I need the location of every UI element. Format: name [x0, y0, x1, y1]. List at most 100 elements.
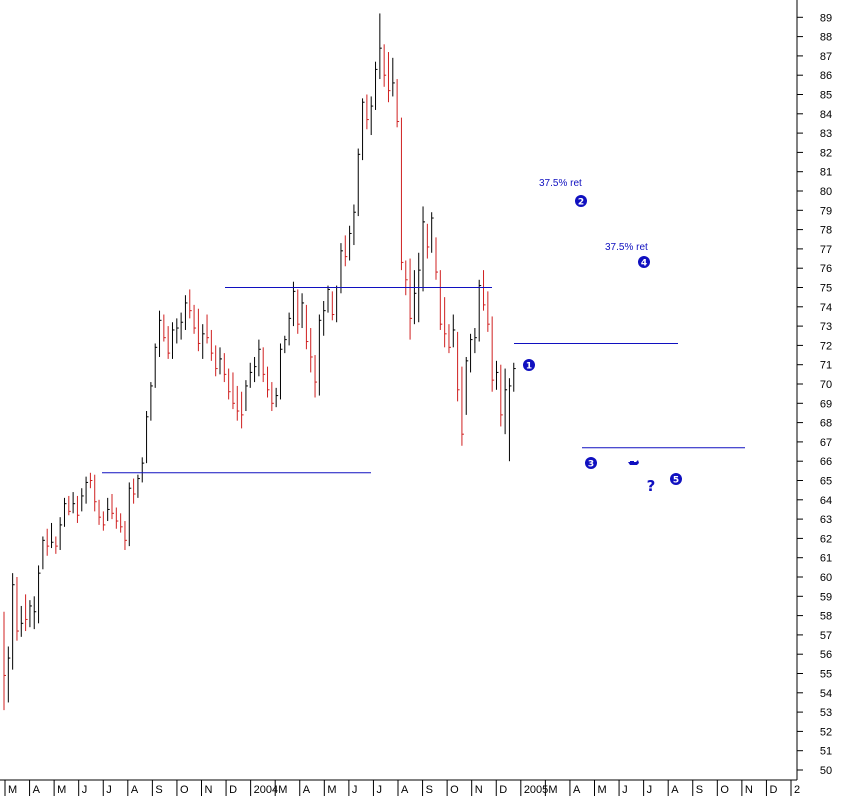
y-tick-label: 68	[820, 418, 832, 430]
price-bar	[206, 314, 210, 344]
price-bar	[33, 596, 37, 630]
price-bar	[254, 356, 257, 383]
x-tick-label: M	[278, 784, 287, 796]
price-bar	[180, 312, 184, 340]
price-bar	[504, 368, 508, 435]
price-bar	[392, 57, 395, 97]
price-bar	[301, 293, 305, 329]
x-tick-label: M	[598, 784, 607, 796]
y-tick-label: 71	[820, 360, 832, 372]
y-tick-label: 70	[820, 379, 832, 391]
x-tick-label: A	[401, 784, 409, 796]
y-tick-label: 67	[820, 437, 832, 449]
retracement-label-1: 37.5% ret	[539, 178, 582, 189]
x-tick-label: O	[720, 784, 729, 796]
price-bar	[85, 476, 89, 504]
annotations: 37.5% ret 37.5% ret 1 2 3 4 5 ?	[523, 178, 682, 495]
price-bar	[495, 360, 499, 390]
x-tick-label: A	[131, 784, 139, 796]
x-tick-label: S	[155, 784, 162, 796]
x-tick-label: D	[499, 784, 507, 796]
price-bar	[258, 339, 261, 377]
price-bar	[167, 326, 171, 359]
price-bar	[159, 310, 162, 357]
x-tick-label: N	[475, 784, 483, 796]
x-tick-label: S	[426, 784, 433, 796]
price-bar	[262, 347, 266, 383]
y-tick-label: 73	[820, 321, 832, 333]
price-bar	[491, 316, 495, 392]
x-tick-label: M	[548, 784, 557, 796]
price-bar	[115, 507, 119, 529]
price-bar	[249, 362, 253, 388]
y-tick-label: 58	[820, 611, 832, 623]
price-bar	[189, 289, 192, 319]
y-tick-label: 81	[820, 167, 832, 179]
x-tick-label: A	[573, 784, 581, 796]
x-tick-label: A	[33, 784, 41, 796]
price-bar	[232, 372, 235, 410]
wave-1-label: 1	[526, 362, 532, 372]
horizontal-lines	[102, 287, 745, 474]
price-bar	[508, 378, 512, 462]
price-bar	[409, 258, 413, 340]
price-bar	[241, 391, 244, 429]
price-bar	[7, 646, 11, 703]
x-tick-label: 2004	[254, 784, 278, 796]
y-tick-label: 75	[820, 283, 832, 295]
x-tick-label: 2005	[524, 784, 548, 796]
price-bar	[141, 457, 145, 483]
price-bar	[124, 521, 127, 550]
wave-5-label: 5	[673, 476, 679, 486]
price-bar	[29, 600, 32, 628]
x-tick-label: J	[622, 784, 628, 796]
y-tick-label: 69	[820, 398, 832, 410]
price-bar	[279, 343, 283, 400]
y-tick-label: 84	[820, 109, 832, 121]
y-tick-label: 63	[820, 514, 832, 526]
price-bar	[288, 312, 292, 346]
y-tick-label: 56	[820, 649, 832, 661]
y-tick-label: 83	[820, 128, 832, 140]
price-bar	[271, 382, 274, 412]
x-tick-label: J	[82, 784, 88, 796]
y-tick-label: 87	[820, 51, 832, 63]
y-tick-label: 55	[820, 669, 832, 681]
y-tick-label: 61	[820, 553, 832, 565]
price-bar	[487, 291, 490, 332]
price-bar	[51, 522, 54, 549]
price-bar	[344, 235, 348, 267]
pointing-hand-icon	[628, 460, 639, 465]
price-bar	[318, 314, 322, 396]
price-bar	[210, 329, 214, 361]
price-bar	[426, 223, 430, 259]
price-bar	[63, 497, 67, 527]
price-bar	[150, 382, 153, 421]
wave-4-label: 4	[641, 259, 647, 269]
price-bar	[444, 297, 447, 348]
price-bar	[20, 605, 24, 637]
price-bar	[223, 353, 227, 383]
price-bar	[400, 117, 404, 271]
x-tick-label: M	[8, 784, 17, 796]
price-bar	[500, 364, 503, 427]
price-bar	[89, 472, 93, 489]
price-bar	[297, 289, 300, 334]
price-bar	[46, 528, 50, 556]
y-tick-label: 65	[820, 476, 832, 488]
price-bar	[513, 362, 516, 392]
x-tick-label: J	[352, 784, 358, 796]
y-tick-label: 80	[820, 186, 832, 198]
price-bar	[379, 13, 382, 80]
price-bar	[362, 98, 365, 161]
price-bar	[305, 304, 309, 350]
price-bar	[107, 497, 110, 522]
price-bar	[284, 335, 287, 354]
wave-3-marker	[585, 457, 597, 469]
y-tick-label: 62	[820, 533, 832, 545]
x-tick-label: N	[745, 784, 753, 796]
price-bar	[375, 61, 378, 110]
price-bar	[439, 270, 443, 330]
x-tick-label: D	[769, 784, 777, 796]
price-bar	[353, 204, 356, 246]
